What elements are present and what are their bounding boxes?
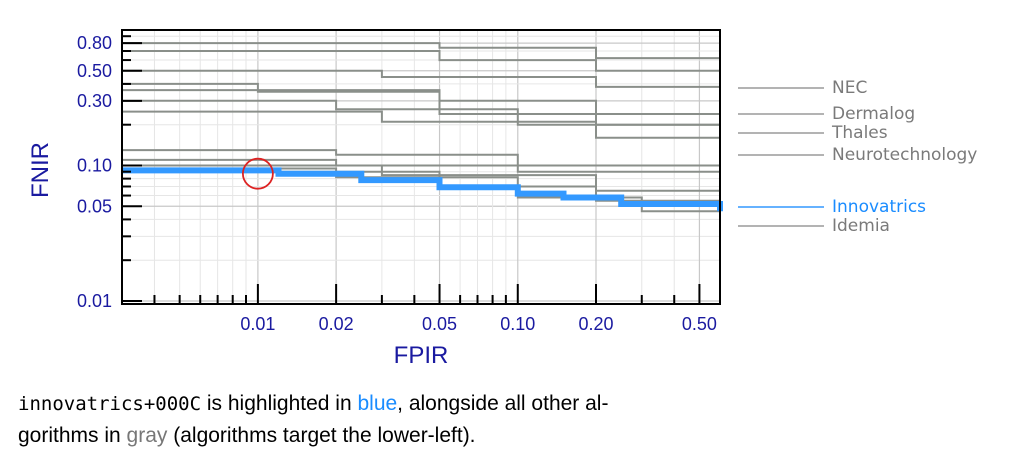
x-tick-label: 0.50 [682, 314, 717, 334]
y-tick-label: 0.30 [77, 91, 112, 111]
caption-gray-word: gray [126, 424, 168, 447]
gray-series-line [122, 99, 721, 151]
highlight-series-group [122, 157, 723, 212]
highlight-circle-marker [241, 157, 274, 190]
x-tick-label: 0.20 [578, 314, 613, 334]
gray-series-line [122, 69, 721, 105]
caption: innovatrics+000C is highlighted in blue,… [18, 388, 798, 451]
gray-series-line [122, 50, 721, 84]
y-tick-label: 0.50 [77, 61, 112, 81]
x-tick-label: 0.02 [319, 314, 354, 334]
caption-line2-start: gorithms in [18, 424, 127, 447]
series-label-dermalog: Dermalog [832, 104, 915, 124]
gray-series-line [122, 110, 721, 160]
caption-blue-word: blue [357, 392, 398, 415]
caption-line2-end: (algorithms target the lower-left). [167, 424, 476, 447]
y-tick-label: 0.01 [77, 291, 112, 311]
caption-part2: , alongside all other al- [397, 392, 609, 415]
caption-part1: is highlighted in [201, 392, 358, 415]
y-tick-label: 0.80 [77, 33, 112, 53]
series-label-neurotechnology: Neurotechnology [832, 145, 977, 165]
y-axis-title: FNIR [27, 142, 54, 198]
y-tick-label: 0.10 [77, 155, 112, 175]
x-tick-label: 0.05 [422, 314, 457, 334]
series-label-innovatrics: Innovatrics [832, 197, 926, 217]
series-label-nec: NEC [832, 78, 867, 98]
x-tick-label: 0.01 [240, 314, 275, 334]
x-tick-label: 0.10 [500, 314, 535, 334]
plot-border [121, 29, 721, 305]
series-label-idemia: Idemia [832, 216, 890, 236]
fnir-fpir-chart: 0.01 0.02 0.05 0.10 0.20 0.50 0.01 0.05 0.10 0.30… [27, 29, 977, 369]
axis-ticks: 0.01 0.02 0.05 0.10 0.20 0.50 0.01 0.05 0.10 0.30… [77, 33, 717, 334]
y-tick-label: 0.05 [77, 196, 112, 216]
plot-frame [121, 29, 721, 305]
x-axis-title: FPIR [394, 342, 449, 369]
innovatrics-series-line [122, 167, 723, 212]
series-label-thales: Thales [831, 123, 888, 143]
caption-algorithm: innovatrics+000C [18, 393, 202, 415]
